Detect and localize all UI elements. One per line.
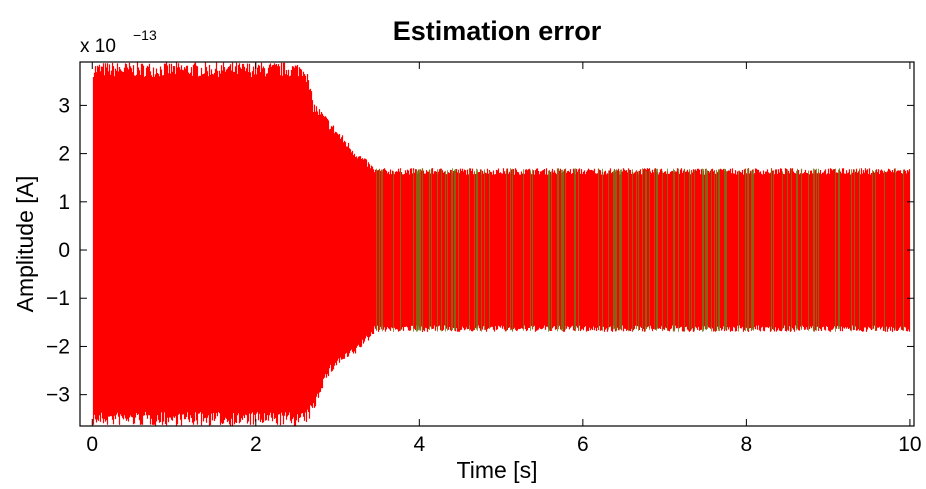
y-tick-label: 0 (58, 239, 70, 262)
y-multiplier-exponent: −13 (133, 27, 157, 43)
y-tick-label: 1 (58, 191, 70, 214)
plot-frame (79, 61, 915, 427)
x-axis-label: Time [s] (457, 457, 538, 483)
y-tick-label: 2 (58, 143, 70, 166)
y-axis: −3 −2 −1 0 1 2 3 (46, 94, 914, 407)
y-tick-label: −3 (46, 384, 70, 407)
y-tick-label: 3 (58, 94, 70, 117)
series-line-2 (376, 168, 904, 332)
y-tick-label: −2 (46, 335, 70, 358)
y-axis-multiplier: x 10 −13 (80, 27, 157, 57)
y-multiplier-base: x 10 (80, 36, 116, 57)
x-tick-label: 4 (413, 433, 425, 456)
x-tick-label: 2 (250, 433, 262, 456)
chart-title: Estimation error (393, 16, 602, 46)
series-layer (92, 62, 911, 426)
x-tick-label: 6 (577, 433, 589, 456)
x-axis: 0 2 4 6 8 10 (86, 62, 922, 456)
x-tick-label: 8 (741, 433, 753, 456)
x-tick-label: 0 (86, 433, 98, 456)
y-tick-label: −1 (46, 287, 70, 310)
y-axis-label: Amplitude [A] (12, 176, 38, 313)
x-tick-label: 10 (898, 433, 921, 456)
series-line-1 (92, 62, 911, 426)
